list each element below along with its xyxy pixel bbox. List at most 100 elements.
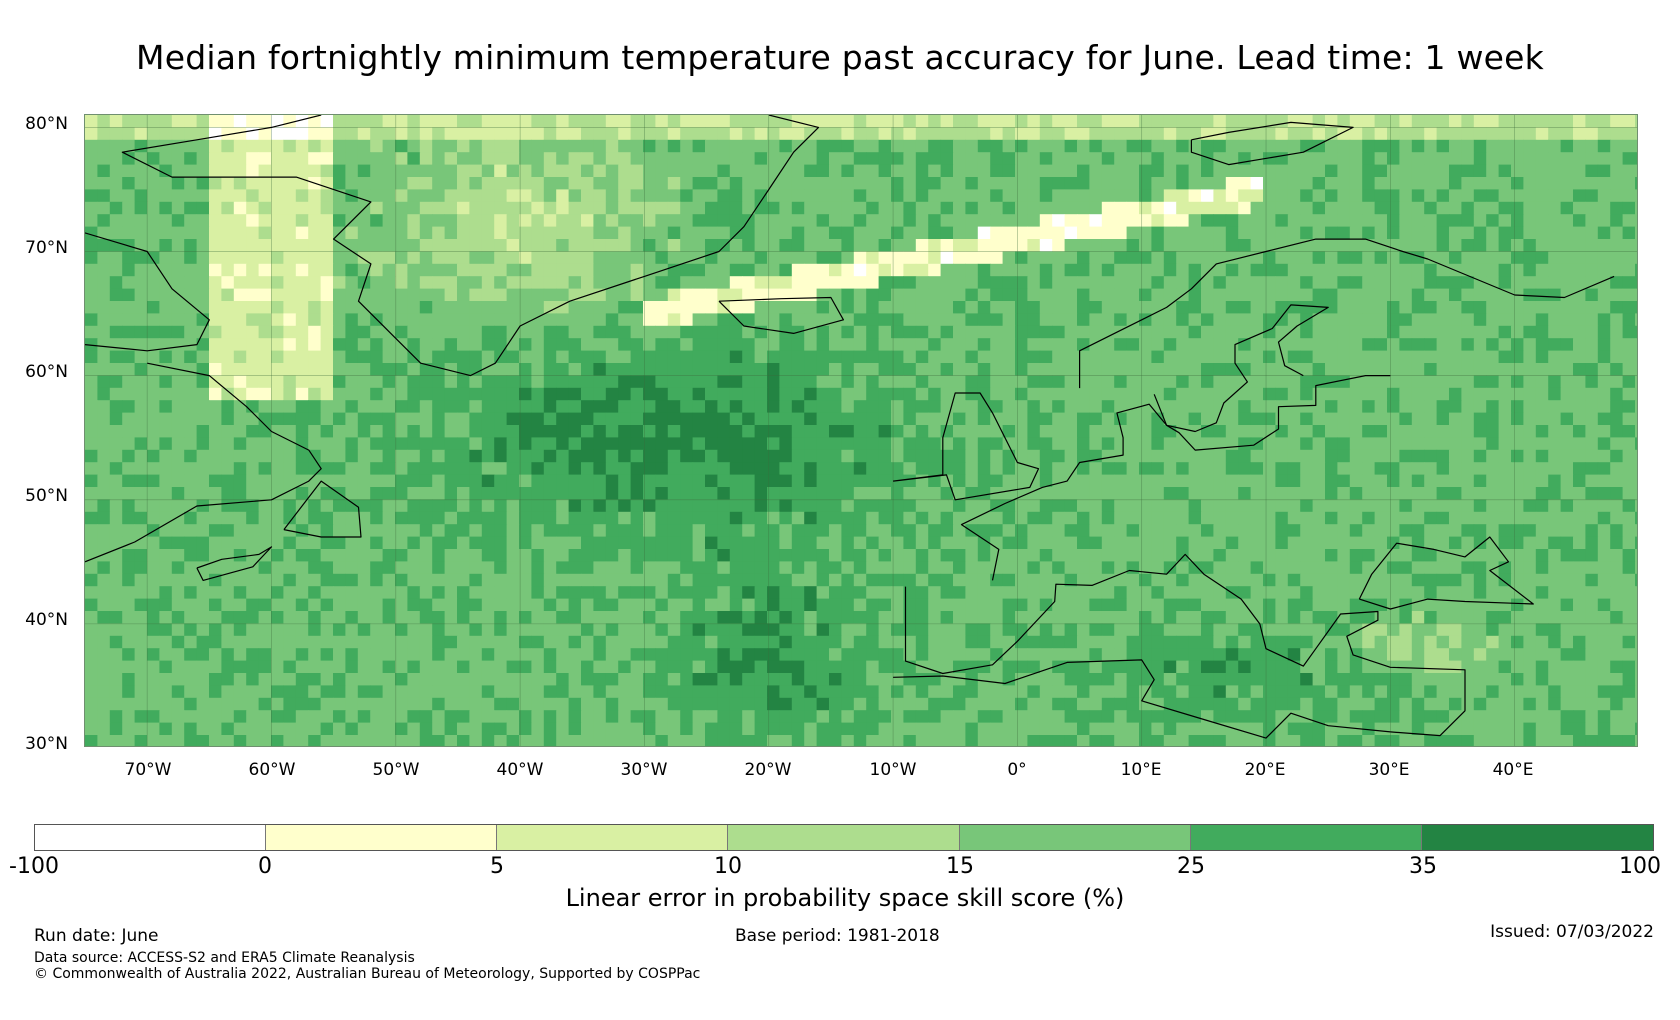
- skill-cell: [1362, 139, 1376, 153]
- skill-cell: [1139, 511, 1152, 525]
- skill-cell: [295, 412, 309, 426]
- skill-cell: [147, 115, 160, 128]
- skill-cell: [643, 536, 656, 550]
- skill-cell: [804, 437, 818, 451]
- skill-cell: [1089, 375, 1103, 389]
- skill-cell: [295, 313, 309, 327]
- skill-cell: [1511, 263, 1524, 277]
- skill-cell: [878, 363, 892, 376]
- skill-cell: [804, 412, 818, 426]
- skill-cell: [122, 189, 136, 203]
- skill-cell: [1387, 350, 1400, 364]
- skill-cell: [667, 201, 681, 215]
- skill-cell: [1139, 586, 1152, 600]
- skill-cell: [1312, 363, 1326, 376]
- skill-cell: [1238, 301, 1252, 314]
- skill-cell: [667, 301, 681, 314]
- skill-cell: [209, 201, 222, 215]
- skill-cell: [1201, 449, 1214, 463]
- skill-cell: [1486, 350, 1500, 364]
- skill-cell: [1163, 524, 1177, 538]
- skill-cell: [1573, 549, 1586, 562]
- skill-cell: [742, 387, 756, 401]
- skill-cell: [171, 226, 185, 240]
- skill-cell: [667, 598, 681, 612]
- skill-cell: [481, 400, 495, 414]
- skill-cell: [1287, 536, 1301, 550]
- skill-cell: [1015, 115, 1028, 128]
- skill-cell: [1238, 561, 1252, 575]
- skill-cell: [1064, 152, 1078, 166]
- skill-cell: [643, 549, 656, 562]
- skill-cell: [531, 487, 545, 500]
- skill-cell: [233, 189, 247, 203]
- skill-cell: [444, 561, 458, 575]
- skill-cell: [1077, 177, 1090, 190]
- skill-cell: [494, 425, 508, 438]
- skill-cell: [866, 511, 880, 525]
- skill-cell: [1039, 301, 1053, 314]
- skill-cell: [891, 586, 904, 600]
- skill-cell: [481, 301, 495, 314]
- skill-cell: [1597, 201, 1611, 215]
- skill-cell: [593, 375, 607, 389]
- skill-cell: [1077, 425, 1090, 438]
- skill-cell: [1511, 363, 1524, 376]
- skill-cell: [97, 561, 111, 575]
- skill-cell: [1473, 226, 1487, 240]
- skill-cell: [382, 524, 396, 538]
- skill-cell: [1573, 152, 1586, 166]
- skill-cell: [742, 338, 756, 352]
- skill-cell: [1089, 561, 1103, 575]
- skill-cell: [1039, 536, 1053, 550]
- skill-cell: [196, 437, 210, 451]
- skill-cell: [1238, 239, 1252, 252]
- skill-cell: [1163, 499, 1177, 513]
- skill-cell: [295, 239, 309, 252]
- skill-cell: [841, 325, 855, 339]
- skill-cell: [1349, 263, 1363, 277]
- skill-cell: [667, 536, 681, 550]
- skill-cell: [903, 338, 917, 352]
- skill-cell: [1535, 164, 1549, 178]
- skill-cell: [841, 598, 855, 612]
- skill-cell: [1089, 524, 1103, 538]
- skill-cell: [816, 536, 830, 550]
- skill-cell: [1610, 499, 1624, 513]
- skill-cell: [990, 115, 1004, 128]
- skill-cell: [791, 387, 805, 401]
- skill-cell: [1486, 139, 1500, 153]
- skill-cell: [1225, 226, 1239, 240]
- skill-cell: [469, 325, 483, 339]
- skill-cell: [1548, 536, 1562, 550]
- skill-cell: [184, 152, 198, 166]
- skill-cell: [171, 474, 185, 488]
- skill-cell: [829, 201, 842, 215]
- skill-cell: [1498, 462, 1512, 476]
- skill-cell: [1473, 462, 1487, 476]
- skill-cell: [1573, 288, 1586, 302]
- skill-cell: [1585, 139, 1599, 153]
- skill-cell: [779, 177, 793, 190]
- skill-cell: [1523, 487, 1537, 500]
- skill-cell: [1511, 536, 1524, 550]
- skill-cell: [1548, 115, 1562, 128]
- skill-cell: [605, 511, 619, 525]
- skill-cell: [159, 177, 173, 190]
- skill-cell: [1473, 524, 1487, 538]
- skill-cell: [1374, 263, 1388, 277]
- skill-cell: [1436, 139, 1450, 153]
- skill-cell: [618, 350, 632, 364]
- skill-cell: [1585, 487, 1599, 500]
- skill-cell: [382, 139, 396, 153]
- skill-cell: [370, 350, 384, 364]
- skill-cell: [357, 598, 371, 612]
- skill-cell: [717, 462, 731, 476]
- skill-cell: [680, 437, 694, 451]
- skill-cell: [1387, 201, 1400, 215]
- skill-cell: [779, 263, 793, 277]
- skill-cell: [1176, 449, 1190, 463]
- skill-cell: [1461, 189, 1475, 203]
- skill-cell: [754, 412, 768, 426]
- skill-cell: [866, 549, 880, 562]
